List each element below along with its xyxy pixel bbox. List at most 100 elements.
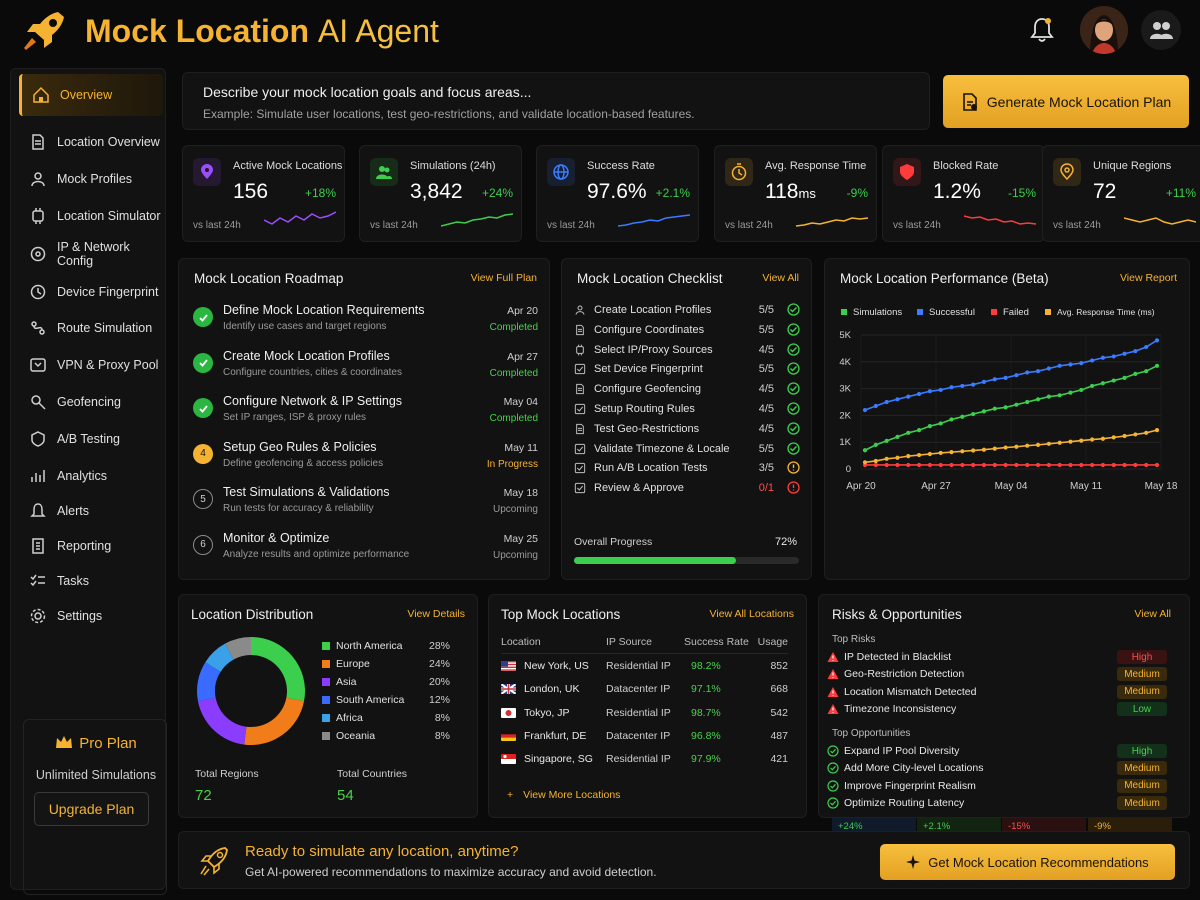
sidebar-item-geofencing[interactable]: Geofencing xyxy=(19,386,163,418)
flag-de-icon xyxy=(501,730,516,741)
roadmap-step[interactable]: 5 Test Simulations & Validations Run tests… xyxy=(193,485,538,525)
checklist-item[interactable]: Set Device Fingerprint 5/5 xyxy=(574,362,800,378)
opportunity-item[interactable]: Improve Fingerprint Realism Medium xyxy=(827,778,1167,795)
upgrade-plan-button[interactable]: Upgrade Plan xyxy=(34,792,149,826)
sidebar-item-location-overview[interactable]: Location Overview xyxy=(19,126,163,158)
risk-item[interactable]: Timezone Inconsistency Low xyxy=(827,702,1167,718)
opportunity-item[interactable]: Optimize Routing Latency Medium xyxy=(827,796,1167,812)
step-status: Completed xyxy=(489,413,538,424)
top-locations-panel: Top Mock Locations View All Locations Lo… xyxy=(488,594,807,818)
data-point xyxy=(1057,393,1062,398)
donut-segment-north-america[interactable] xyxy=(251,637,305,702)
view-full-plan-link[interactable]: View Full Plan xyxy=(470,272,537,284)
risk-item[interactable]: Location Mismatch Detected Medium xyxy=(827,684,1167,701)
legend-region: South America xyxy=(336,694,405,706)
kpi-vs: vs last 24h xyxy=(370,220,418,231)
view-more-locations-link[interactable]: + View More Locations xyxy=(507,789,620,801)
kpi-card-unique-regions[interactable]: Unique Regions 72 +11% vs last 24h xyxy=(1042,145,1200,242)
roadmap-step[interactable]: Define Mock Location Requirements Identif… xyxy=(193,303,538,343)
checklist-item[interactable]: Configure Coordinates 5/5 xyxy=(574,323,800,339)
checklist-item[interactable]: Run A/B Location Tests 3/5 xyxy=(574,461,800,477)
opportunity-item[interactable]: Add More City-level Locations Medium xyxy=(827,761,1167,777)
flag-us-icon xyxy=(501,661,516,671)
risk-item[interactable]: IP Detected in Blacklist High xyxy=(827,650,1167,666)
legend-swatch xyxy=(322,732,330,740)
sidebar-item-alerts[interactable]: Alerts xyxy=(19,495,163,527)
data-point xyxy=(949,417,954,422)
users-icon xyxy=(376,166,392,179)
donut-segment-oceania[interactable] xyxy=(224,637,251,660)
sidebar-item-mock-profiles[interactable]: Mock Profiles xyxy=(19,163,163,195)
checklist-item[interactable]: Select IP/Proxy Sources 4/5 xyxy=(574,342,800,359)
legend-percent: 12% xyxy=(428,694,450,706)
roadmap-step[interactable]: Create Mock Location Profiles Configure c… xyxy=(193,349,538,389)
risk-item[interactable]: Geo-Restriction Detection Medium xyxy=(827,667,1167,683)
data-point xyxy=(1144,344,1149,350)
view-details-link[interactable]: View Details xyxy=(407,608,465,620)
opportunity-item[interactable]: Expand IP Pool Diversity High xyxy=(827,744,1167,760)
checklist-item[interactable]: Validate Timezone & Locale 5/5 xyxy=(574,441,800,458)
sparkle-icon xyxy=(906,855,921,869)
kpi-card-active-mock-locations[interactable]: Active Mock Locations 156 +18% vs last 24h xyxy=(182,145,345,242)
sidebar-item-label: Route Simulation xyxy=(57,321,153,335)
kpi-card-simulations-24h[interactable]: Simulations (24h) 3,842 +24% vs last 24h xyxy=(359,145,522,242)
view-all-locations-link[interactable]: View All Locations xyxy=(709,608,794,620)
donut-segment-south-america[interactable] xyxy=(197,662,221,702)
sidebar-item-device-fingerprint[interactable]: Device Fingerprint xyxy=(19,276,163,308)
data-point xyxy=(1025,399,1030,405)
data-point xyxy=(906,430,911,435)
sidebar-item-settings[interactable]: Settings xyxy=(19,600,163,632)
kpi-card-success-rate[interactable]: Success Rate 97.6% +2.1% vs last 24h xyxy=(536,145,699,242)
donut-segment-europe[interactable] xyxy=(244,697,305,745)
notification-bell-icon[interactable] xyxy=(1029,16,1055,44)
sidebar-item-analytics[interactable]: Analytics xyxy=(19,460,163,492)
analytics-icon xyxy=(31,470,45,482)
view-all-checklist-link[interactable]: View All xyxy=(762,272,799,284)
checklist-item[interactable]: Review & Approve 0/1 xyxy=(574,481,800,497)
roadmap-step[interactable]: 6 Monitor & Optimize Analyze results and o… xyxy=(193,531,538,571)
user-avatar[interactable] xyxy=(1080,6,1128,54)
goal-prompt-input[interactable]: Describe your mock location goals and fo… xyxy=(182,72,930,130)
roadmap-step[interactable]: Configure Network & IP Settings Set IP ra… xyxy=(193,394,538,434)
data-point xyxy=(884,438,889,443)
view-all-risks-link[interactable]: View All xyxy=(1134,608,1171,620)
checklist-item[interactable]: Create Location Profiles 5/5 xyxy=(574,303,800,319)
step-name: Create Mock Location Profiles xyxy=(223,348,390,363)
step-name: Configure Network & IP Settings xyxy=(223,394,403,408)
clock-icon xyxy=(731,163,747,181)
sidebar-item-location-simulator[interactable]: Location Simulator xyxy=(19,200,163,232)
roadmap-step[interactable]: 4 Setup Geo Rules & Policies Define geofen… xyxy=(193,440,538,480)
checklist-item-label: Configure Coordinates xyxy=(594,323,705,336)
get-recommendations-button[interactable]: Get Mock Location Recommendations xyxy=(880,844,1175,880)
sidebar-item-reporting[interactable]: Reporting xyxy=(19,530,163,562)
sidebar-item-a-b-testing[interactable]: A/B Testing xyxy=(19,423,163,455)
team-users-icon[interactable] xyxy=(1141,10,1181,50)
sidebar-item-tasks[interactable]: Tasks xyxy=(19,565,163,597)
checklist-item[interactable]: Configure Geofencing 4/5 xyxy=(574,382,800,398)
home-icon xyxy=(33,86,49,103)
x-tick-label: Apr 27 xyxy=(921,481,951,492)
checklist-item[interactable]: Setup Routing Rules 4/5 xyxy=(574,402,800,418)
sidebar-item-ip-network-config[interactable]: IP & Network Config xyxy=(19,238,163,270)
data-point xyxy=(1035,397,1041,402)
generate-plan-button[interactable]: Generate Mock Location Plan xyxy=(943,75,1189,128)
donut-segment-asia[interactable] xyxy=(197,697,247,745)
kpi-card-avg-response-time[interactable]: Avg. Response Time 118ms -9% vs last 24h xyxy=(714,145,877,242)
table-row[interactable]: Singapore, SG Residential IP 97.9% 421 xyxy=(501,751,788,769)
kpi-card-blocked-rate[interactable]: Blocked Rate 1.2% -15% vs last 24h xyxy=(882,145,1045,242)
table-row[interactable]: London, UK Datacenter IP 97.1% 668 xyxy=(501,681,788,699)
donut-segment-africa[interactable] xyxy=(205,643,234,672)
data-point xyxy=(1046,394,1051,399)
table-row[interactable]: New York, US Residential IP 98.2% 852 xyxy=(501,658,788,676)
sidebar-item-route-simulation[interactable]: Route Simulation xyxy=(19,312,163,344)
kpi-sparkline xyxy=(796,217,868,227)
sidebar-item-overview[interactable]: Overview xyxy=(19,74,163,116)
kpi-icon-box xyxy=(1053,158,1081,186)
cell-usage: 487 xyxy=(770,729,788,742)
checklist-item[interactable]: Test Geo-Restrictions 4/5 xyxy=(574,422,800,438)
view-report-link[interactable]: View Report xyxy=(1119,272,1177,284)
check-square-icon xyxy=(574,483,586,494)
sidebar-item-vpn-proxy-pool[interactable]: VPN & Proxy Pool xyxy=(19,349,163,381)
table-row[interactable]: Frankfurt, DE Datacenter IP 96.8% 487 xyxy=(501,728,788,746)
table-row[interactable]: Tokyo, JP Residential IP 98.7% 542 xyxy=(501,705,788,723)
